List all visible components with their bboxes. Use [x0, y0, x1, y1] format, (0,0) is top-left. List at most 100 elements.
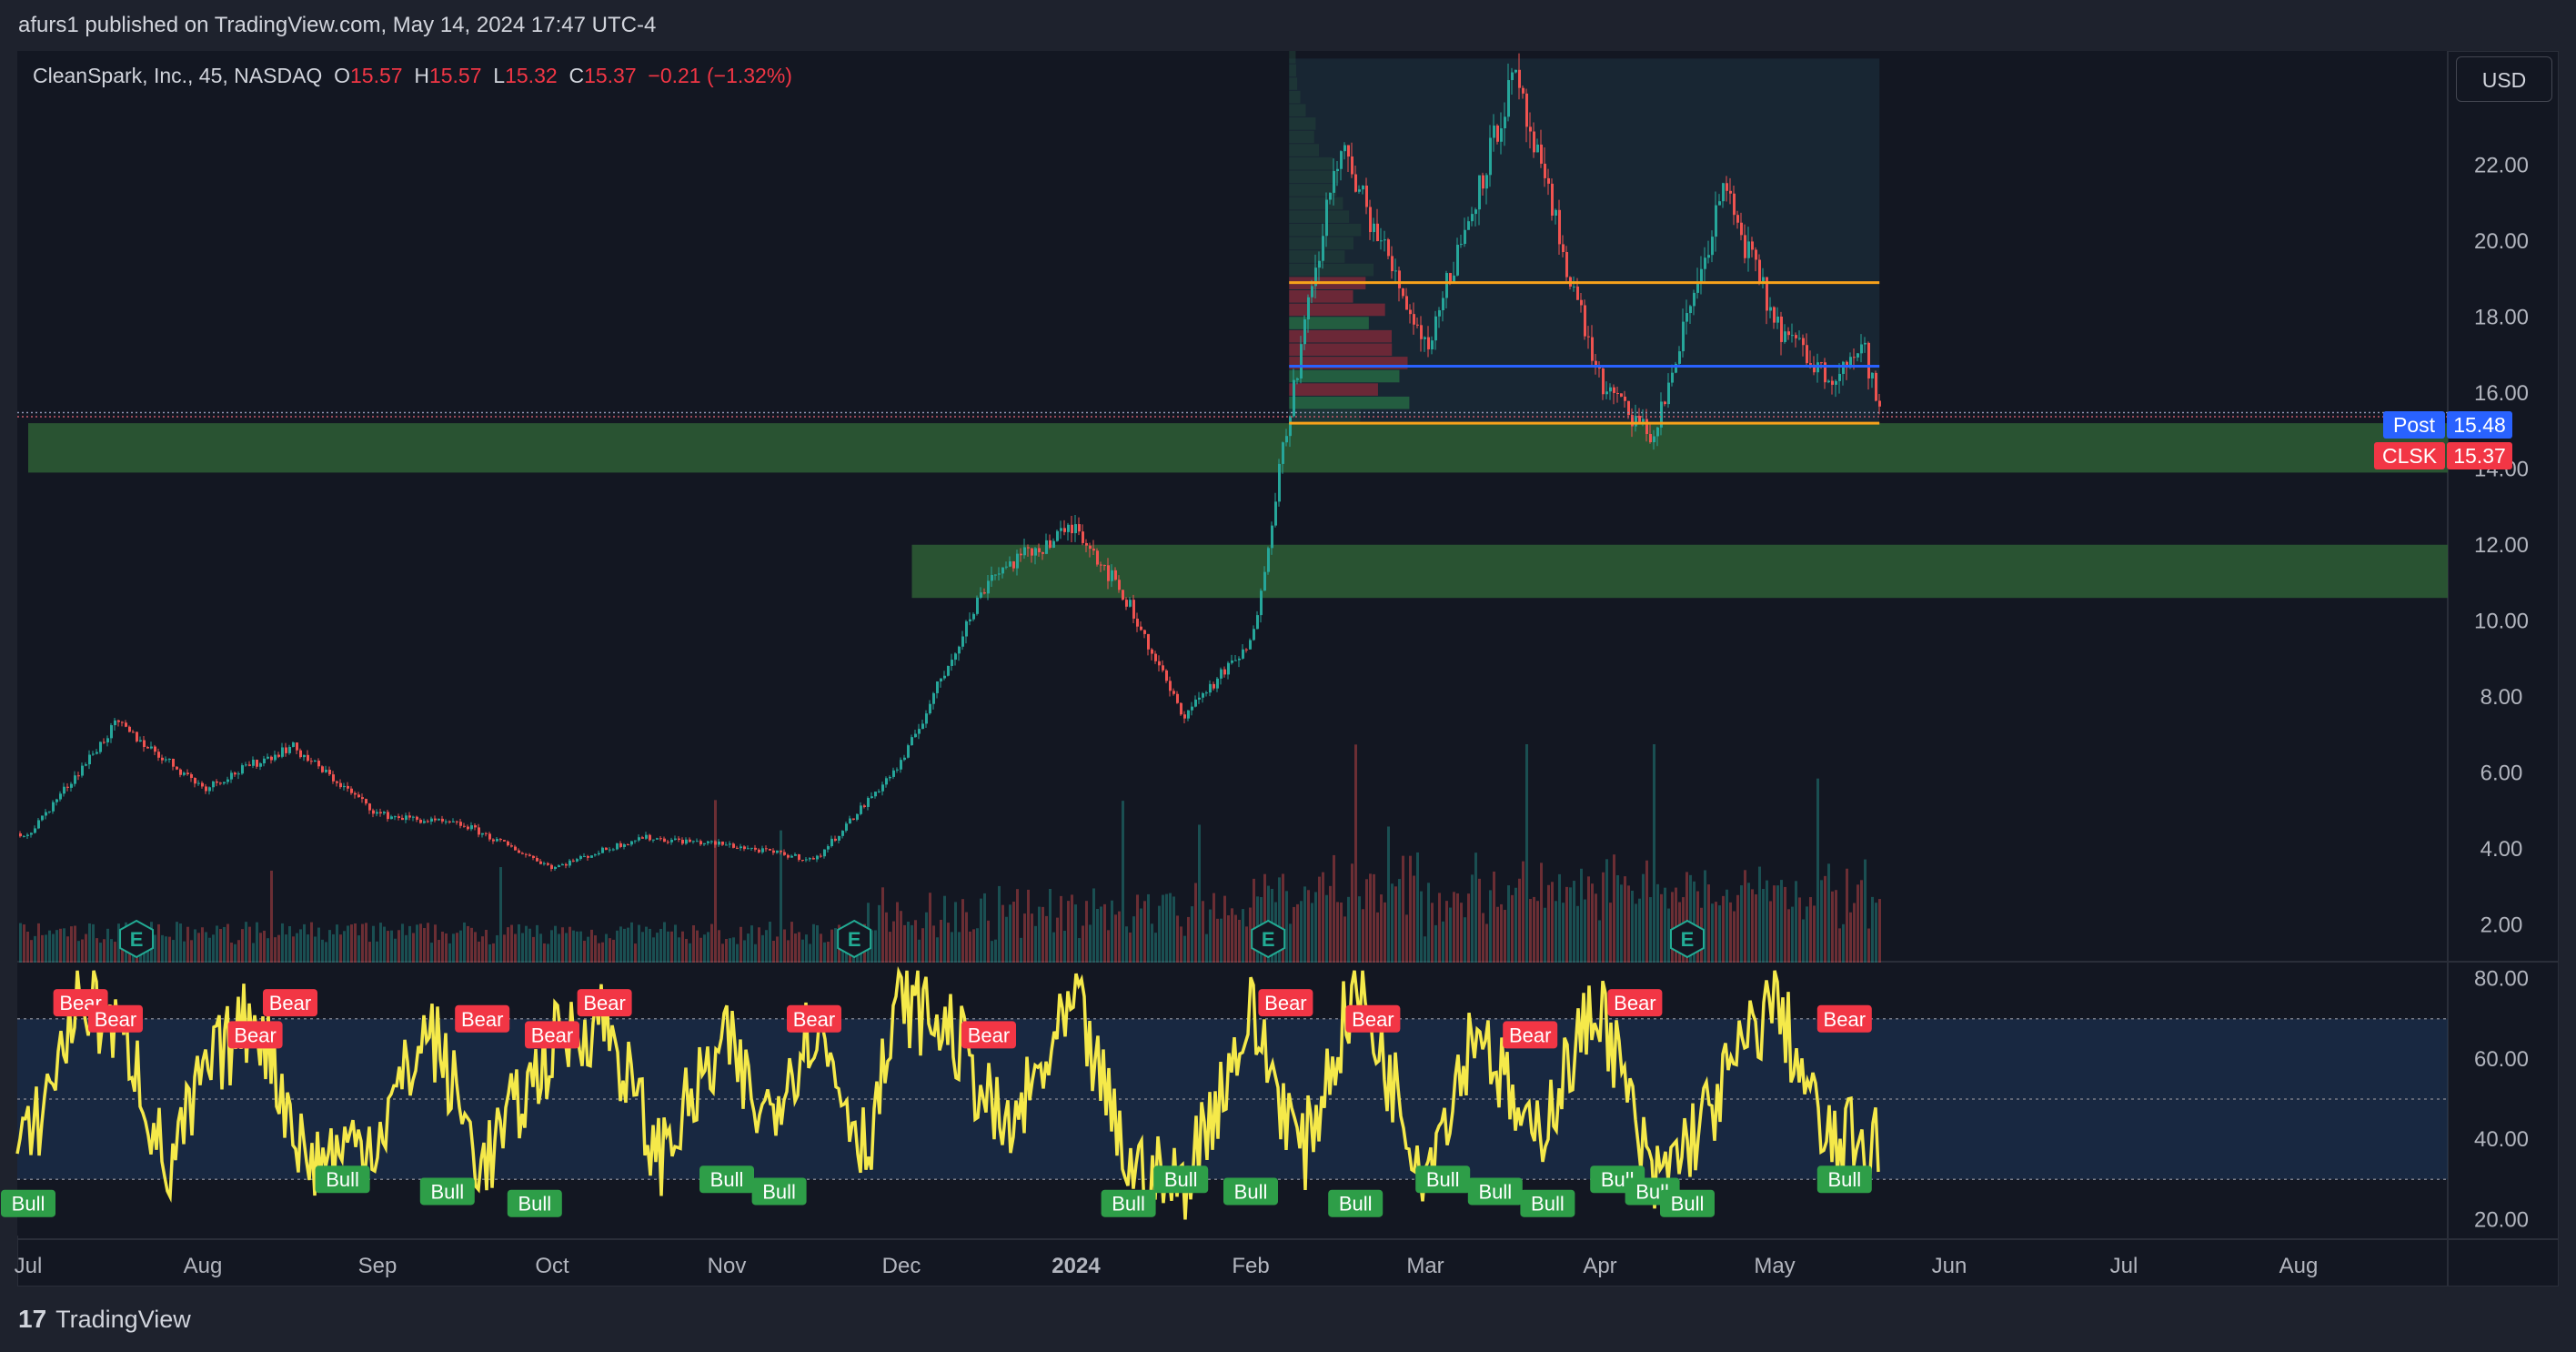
candle-body: [387, 812, 389, 820]
candle-body: [1427, 337, 1430, 349]
time-axis-tick: Dec: [882, 1254, 921, 1278]
volume-bar: [1216, 918, 1219, 963]
candle-body: [1704, 257, 1706, 269]
oscillator-axis-tick: 60.00: [2474, 1047, 2529, 1072]
candle-body: [1747, 241, 1750, 258]
candle-body: [383, 812, 386, 814]
volume-bar: [1660, 893, 1663, 963]
volume-bar: [598, 943, 600, 963]
volume-bar: [503, 934, 506, 963]
candle-body: [1827, 380, 1830, 383]
signal-marker-bull: Bull: [518, 1193, 551, 1216]
volume-bar: [1478, 878, 1481, 963]
volume-bar: [699, 937, 702, 963]
volume-bar: [1052, 932, 1055, 963]
currency-button[interactable]: USD: [2456, 56, 2552, 102]
volume-bar: [52, 933, 55, 963]
volume-bar: [590, 929, 593, 963]
signal-marker-bear: Bear: [531, 1024, 573, 1046]
volume-bar: [347, 925, 349, 963]
volume-bar: [63, 928, 65, 963]
candle-body: [896, 769, 899, 771]
tradingview-logo-icon[interactable]: 17: [18, 1305, 47, 1333]
volume-bar: [103, 939, 106, 963]
volume-profile-bar: [1289, 223, 1362, 237]
volume-bar: [445, 933, 448, 963]
volume-bar: [339, 934, 342, 963]
candle-body: [1227, 662, 1230, 675]
candle-body: [911, 737, 913, 746]
candle-body: [1373, 223, 1375, 233]
candle-body: [1522, 87, 1524, 94]
volume-bar: [1009, 904, 1011, 963]
volume-bar: [1875, 903, 1877, 963]
volume-bar: [343, 931, 346, 963]
candle-body: [146, 747, 149, 749]
candle-body: [630, 841, 633, 845]
candle-body: [117, 720, 120, 722]
candle-body: [1060, 528, 1062, 531]
candle-body: [1645, 419, 1648, 435]
volume-bar: [1758, 866, 1761, 963]
volume-profile-bar: [1289, 90, 1301, 104]
candle-body: [194, 778, 196, 784]
candle-body: [1369, 207, 1372, 233]
candle-body: [740, 846, 742, 849]
candle-body: [685, 839, 688, 844]
candle-body: [1420, 325, 1423, 339]
volume-bar: [1369, 873, 1372, 963]
volume-bar: [307, 934, 309, 963]
volume-bar: [670, 931, 673, 963]
volume-bar: [616, 930, 619, 963]
candle-body: [1835, 380, 1837, 385]
candle-body: [1605, 391, 1608, 395]
candle-body: [1253, 629, 1255, 641]
volume-bar: [1820, 880, 1823, 963]
candle-body: [274, 754, 277, 761]
volume-bar: [1780, 880, 1783, 963]
price-axis-tick: 6.00: [2480, 761, 2523, 785]
candle-body: [1132, 600, 1135, 619]
candle-body: [1394, 270, 1397, 272]
candle-body: [128, 726, 131, 732]
volume-bar: [1664, 887, 1666, 963]
candle-body: [528, 854, 531, 856]
candle-body: [798, 853, 800, 861]
signal-marker-bg: [525, 1021, 579, 1049]
volume-bar: [914, 920, 917, 963]
candle-body: [1049, 540, 1052, 549]
candle-body: [252, 759, 255, 766]
time-axis-tick: May: [1754, 1254, 1795, 1278]
candle-body: [208, 787, 211, 792]
candle-body: [1391, 256, 1394, 272]
volume-bar: [1191, 906, 1193, 963]
volume-bar: [1729, 902, 1732, 963]
volume-bar: [1169, 893, 1172, 963]
volume-bar: [696, 930, 699, 963]
candle-body: [1151, 649, 1153, 654]
candle-body: [350, 788, 353, 793]
volume-bar: [929, 893, 931, 963]
volume-bar: [467, 925, 469, 963]
candle-body: [1802, 338, 1805, 346]
candle-body: [1591, 337, 1594, 361]
brand-name[interactable]: TradingView: [55, 1305, 191, 1333]
candle-body: [1107, 565, 1110, 581]
volume-bar: [1442, 921, 1444, 963]
volume-bar: [1158, 905, 1161, 963]
candle-body: [514, 846, 517, 851]
candle-body: [1340, 151, 1343, 169]
candle-body: [1034, 548, 1037, 556]
signal-marker-bull: Bull: [1478, 1180, 1512, 1203]
signal-marker-bg: [751, 1177, 807, 1206]
volume-bar: [1857, 884, 1859, 963]
volume-bar: [1485, 923, 1488, 963]
volume-bar: [165, 936, 167, 963]
candle-body: [1565, 252, 1568, 277]
volume-bar: [474, 932, 477, 963]
volume-bar: [186, 926, 189, 963]
volume-bar: [274, 937, 277, 963]
volume-bar: [252, 943, 255, 963]
volume-bar: [1529, 899, 1532, 963]
